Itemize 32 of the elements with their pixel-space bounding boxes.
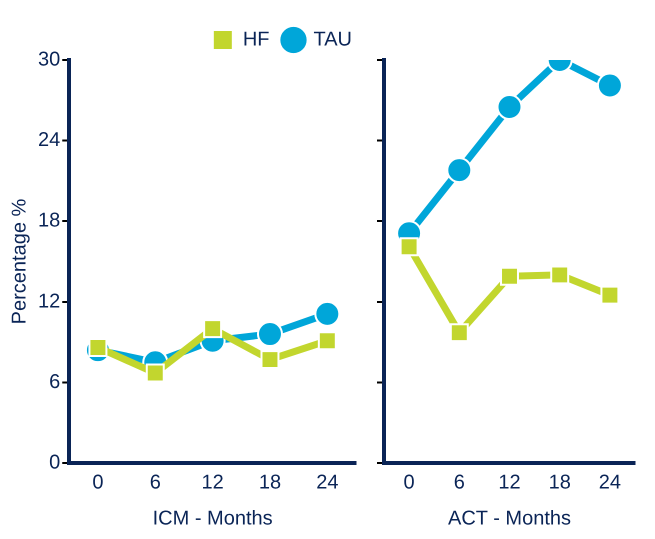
x-tick-label: 6 [454, 472, 465, 494]
legend-label: TAU [313, 28, 352, 51]
y-tick-label: 12 [38, 290, 60, 312]
x-axis-title: ICM - Months [152, 508, 273, 530]
point [203, 319, 222, 338]
point [500, 266, 519, 286]
y-tick-label: 6 [49, 370, 60, 393]
x-tick-label: 12 [498, 472, 521, 494]
y-axis-title: Percentage % [8, 198, 31, 324]
x-axis-title: ACT - Months [448, 508, 571, 530]
point [314, 300, 340, 327]
y-tick-label: 18 [38, 210, 60, 232]
point [600, 286, 620, 305]
x-tick-label: 18 [548, 472, 571, 494]
x-tick-label: 6 [150, 472, 161, 494]
point [146, 364, 165, 382]
x-tick-label: 0 [92, 472, 104, 494]
y-tick-label: 24 [38, 129, 60, 152]
point [450, 323, 469, 342]
x-tick-label: 24 [598, 472, 622, 494]
point [88, 338, 108, 357]
point [496, 94, 522, 120]
point [446, 157, 472, 184]
x-tick-label: 0 [404, 472, 415, 494]
x-tick-label: 12 [202, 472, 224, 494]
x-tick-label: 18 [258, 472, 282, 494]
x-tick-label: 24 [316, 472, 338, 494]
point [318, 331, 337, 350]
legend-label: HF [242, 28, 270, 51]
y-tick-label: 30 [38, 48, 60, 71]
y-tick-label: 0 [49, 452, 60, 474]
point [400, 237, 419, 256]
